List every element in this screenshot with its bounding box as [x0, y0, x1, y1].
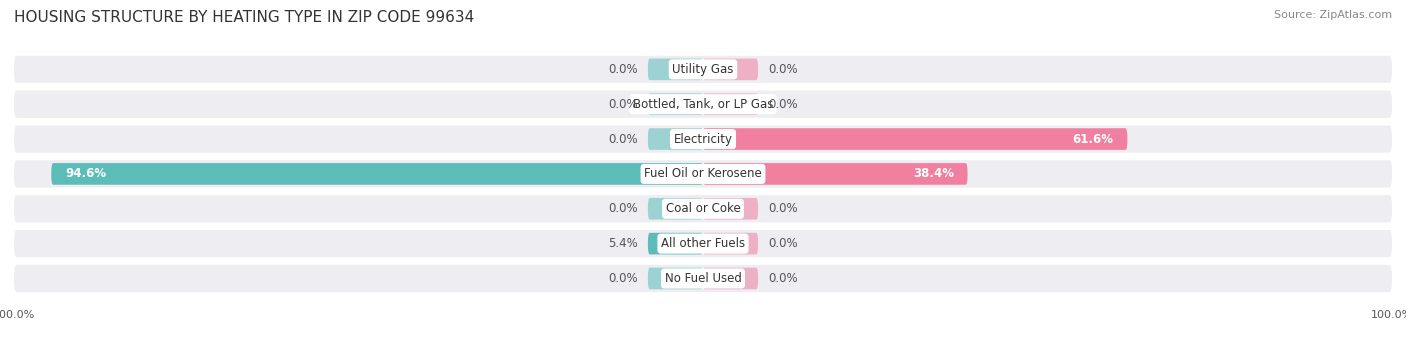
Text: 0.0%: 0.0% — [607, 63, 637, 76]
Text: Coal or Coke: Coal or Coke — [665, 202, 741, 215]
FancyBboxPatch shape — [14, 91, 1392, 118]
Text: 5.4%: 5.4% — [607, 237, 637, 250]
Text: 61.6%: 61.6% — [1073, 133, 1114, 146]
Text: 94.6%: 94.6% — [65, 167, 107, 180]
Text: 0.0%: 0.0% — [769, 98, 799, 111]
Text: 0.0%: 0.0% — [607, 133, 637, 146]
FancyBboxPatch shape — [703, 128, 1128, 150]
FancyBboxPatch shape — [14, 195, 1392, 222]
Text: Utility Gas: Utility Gas — [672, 63, 734, 76]
FancyBboxPatch shape — [648, 233, 703, 254]
Text: 0.0%: 0.0% — [607, 202, 637, 215]
FancyBboxPatch shape — [703, 59, 758, 80]
Text: Source: ZipAtlas.com: Source: ZipAtlas.com — [1274, 10, 1392, 20]
FancyBboxPatch shape — [14, 265, 1392, 292]
FancyBboxPatch shape — [703, 268, 758, 289]
Text: Fuel Oil or Kerosene: Fuel Oil or Kerosene — [644, 167, 762, 180]
FancyBboxPatch shape — [14, 56, 1392, 83]
Text: 0.0%: 0.0% — [607, 272, 637, 285]
FancyBboxPatch shape — [648, 128, 703, 150]
FancyBboxPatch shape — [703, 233, 758, 254]
Text: 0.0%: 0.0% — [769, 272, 799, 285]
FancyBboxPatch shape — [648, 59, 703, 80]
Text: 0.0%: 0.0% — [769, 63, 799, 76]
Text: No Fuel Used: No Fuel Used — [665, 272, 741, 285]
Text: 0.0%: 0.0% — [769, 237, 799, 250]
FancyBboxPatch shape — [14, 125, 1392, 153]
Text: HOUSING STRUCTURE BY HEATING TYPE IN ZIP CODE 99634: HOUSING STRUCTURE BY HEATING TYPE IN ZIP… — [14, 10, 474, 25]
Text: Bottled, Tank, or LP Gas: Bottled, Tank, or LP Gas — [633, 98, 773, 111]
FancyBboxPatch shape — [51, 163, 703, 185]
FancyBboxPatch shape — [14, 230, 1392, 257]
Text: Electricity: Electricity — [673, 133, 733, 146]
FancyBboxPatch shape — [648, 198, 703, 220]
Text: All other Fuels: All other Fuels — [661, 237, 745, 250]
FancyBboxPatch shape — [648, 93, 703, 115]
Text: 0.0%: 0.0% — [769, 202, 799, 215]
FancyBboxPatch shape — [703, 93, 758, 115]
FancyBboxPatch shape — [703, 198, 758, 220]
Text: 0.0%: 0.0% — [607, 98, 637, 111]
FancyBboxPatch shape — [648, 268, 703, 289]
FancyBboxPatch shape — [703, 163, 967, 185]
Text: 38.4%: 38.4% — [912, 167, 953, 180]
FancyBboxPatch shape — [14, 160, 1392, 188]
